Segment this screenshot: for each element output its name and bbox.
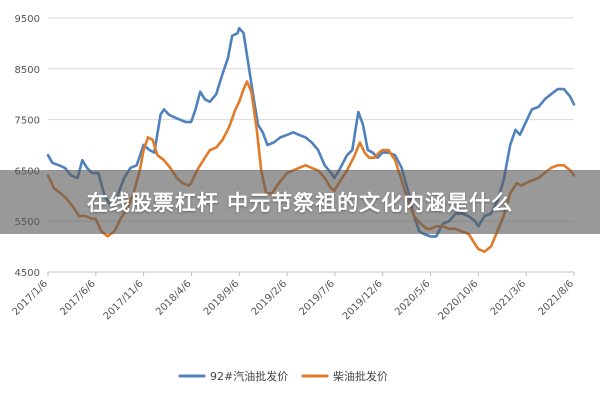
y-tick-label: 8500 — [15, 65, 40, 76]
x-tick-label: 2017/11/6 — [102, 278, 146, 322]
x-tick-label: 2020/5/6 — [393, 278, 433, 318]
x-tick-label: 2017/1/6 — [11, 278, 51, 318]
legend: 92#汽油批发价 柴油批发价 — [178, 369, 388, 383]
x-tick-label: 2018/4/6 — [154, 278, 194, 318]
y-tick-label: 4500 — [15, 268, 40, 279]
x-tick-label: 2019/2/6 — [250, 278, 290, 318]
axes — [47, 271, 575, 276]
headline-banner: 在线股票杠杆 中元节祭祖的文化内涵是什么 — [0, 170, 600, 234]
x-tick-label: 2019/7/6 — [297, 278, 337, 318]
legend-label: 柴油批发价 — [333, 369, 388, 383]
tick-labels: 4500550065007500850095002017/1/62017/6/6… — [11, 14, 577, 322]
x-tick-label: 2021/8/6 — [537, 278, 577, 318]
legend-label: 92#汽油批发价 — [210, 369, 288, 383]
x-tick-label: 2020/10/6 — [436, 278, 480, 322]
y-tick-label: 7500 — [15, 116, 40, 127]
y-tick-label: 9500 — [15, 14, 40, 25]
x-tick-label: 2018/9/6 — [202, 278, 242, 318]
series-line-diesel — [46, 80, 576, 253]
headline-text: 在线股票杠杆 中元节祭祖的文化内涵是什么 — [86, 191, 514, 215]
x-tick-label: 2017/6/6 — [58, 278, 98, 318]
x-tick-label: 2019/12/6 — [341, 278, 385, 322]
x-tick-label: 2021/3/6 — [489, 278, 529, 318]
